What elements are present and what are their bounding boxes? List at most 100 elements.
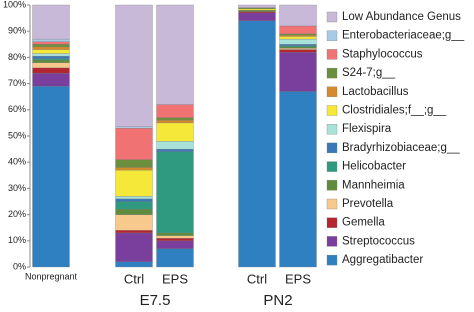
bar-segment — [115, 126, 153, 129]
bar-segment — [115, 198, 153, 202]
bar-segment — [32, 86, 70, 268]
legend-label: Flexispira — [342, 123, 392, 135]
legend-swatch — [326, 124, 338, 135]
legend-label: Mannheimia — [342, 179, 405, 191]
bar-segment — [279, 48, 317, 50]
bar-segment — [32, 4, 70, 40]
group-label: E7.5 — [140, 292, 171, 309]
bar-segment — [115, 196, 153, 200]
legend-label: Bradyrhizobiaceae;g__ — [342, 142, 460, 154]
legend-swatch — [326, 142, 338, 154]
legend-swatch — [326, 49, 338, 60]
bar-segment — [32, 53, 70, 57]
bar-segment — [115, 230, 153, 234]
y-tick-label: 70% — [8, 78, 26, 88]
legend-swatch — [326, 236, 338, 247]
y-tick-label: 10% — [8, 235, 26, 245]
bar-segment — [238, 10, 276, 12]
bar-segment — [238, 20, 276, 268]
group-label: PN2 — [263, 292, 292, 309]
legend-swatch — [326, 11, 338, 23]
bar-segment — [279, 25, 317, 34]
bar-segment — [32, 59, 70, 63]
bar-segment — [279, 44, 317, 46]
bar-segment — [32, 67, 70, 74]
x-tick-label: EPS — [285, 271, 311, 286]
bar-segment — [115, 261, 153, 268]
x-tick-label: Ctrl — [124, 271, 144, 286]
bar-segment — [156, 122, 194, 142]
bar-segment — [32, 55, 70, 59]
legend-label: Lactobacillus — [342, 86, 409, 98]
legend-swatch — [326, 198, 338, 210]
bar-segment — [279, 91, 317, 268]
bar-segment — [156, 117, 194, 121]
bar-segment — [32, 46, 70, 50]
bar-segment — [32, 44, 70, 48]
bar-segment — [115, 4, 153, 127]
bar-segment — [156, 232, 194, 236]
legend-swatch — [326, 180, 338, 191]
legend-swatch — [326, 86, 338, 97]
legend-swatch — [326, 217, 338, 228]
bar-segment — [238, 12, 276, 21]
bar-segment — [115, 214, 153, 231]
bar-segment — [279, 38, 317, 45]
bar-segment — [115, 159, 153, 168]
legend-swatch — [326, 105, 338, 116]
bar-segment — [156, 4, 194, 105]
x-tick-label: Nonpregnant — [25, 271, 78, 281]
y-tick-label: 30% — [8, 183, 26, 193]
y-tick-label: 60% — [8, 104, 26, 114]
legend-label: Aggregatibacter — [342, 254, 423, 266]
legend-label: Low Abundance Genus — [342, 11, 461, 23]
bar-segment — [279, 34, 317, 37]
bar-segment — [156, 120, 194, 124]
bar-segment — [156, 148, 194, 152]
bar-segment — [156, 248, 194, 268]
legend-label: S24-7;g__ — [342, 67, 396, 79]
bar-segment — [32, 62, 70, 69]
legend-swatch — [326, 161, 338, 172]
bar-segment — [115, 169, 153, 197]
bar-segment — [279, 4, 317, 27]
bar-segment — [156, 141, 194, 150]
legend-label: Gemella — [342, 217, 385, 229]
bar-segment — [32, 72, 70, 87]
bar-segment — [32, 58, 70, 61]
legend-label: Staphylococcus — [342, 48, 423, 60]
y-tick-label: 40% — [8, 157, 26, 167]
bar-segment — [115, 167, 153, 171]
legend-swatch — [326, 30, 338, 41]
bar-segment — [156, 238, 194, 241]
bar-segment — [279, 45, 317, 48]
y-tick-label: 90% — [8, 26, 26, 36]
legend-label: Enterobacteriaceae;g__ — [342, 30, 465, 42]
bar-segment — [238, 4, 276, 8]
legend-label: Clostridiales;f__;g__ — [342, 105, 447, 117]
bar-segment — [115, 232, 153, 262]
bar-segment — [238, 7, 276, 10]
legend-swatch — [326, 67, 338, 79]
x-tick-label: EPS — [162, 271, 188, 286]
legend-label: Helicobacter — [342, 161, 406, 173]
bar-segment — [32, 49, 70, 54]
legend-label: Streptococcus — [342, 235, 415, 247]
bar-segment — [156, 240, 194, 249]
y-tick-label: 80% — [8, 52, 26, 62]
bar-segment — [156, 235, 194, 239]
bar-segment — [279, 46, 317, 49]
y-tick-label: 50% — [8, 130, 26, 140]
x-tick-label: Ctrl — [247, 271, 267, 286]
bar-segment — [115, 127, 153, 160]
bar-segment — [156, 104, 194, 118]
bar-segment — [32, 41, 70, 45]
bar-segment — [279, 33, 317, 36]
y-tick-label: 20% — [8, 209, 26, 219]
bar-segment — [238, 8, 276, 11]
bar-segment — [279, 52, 317, 92]
bar-segment — [115, 201, 153, 210]
bar-segment — [279, 36, 317, 40]
legend-swatch — [326, 254, 338, 266]
